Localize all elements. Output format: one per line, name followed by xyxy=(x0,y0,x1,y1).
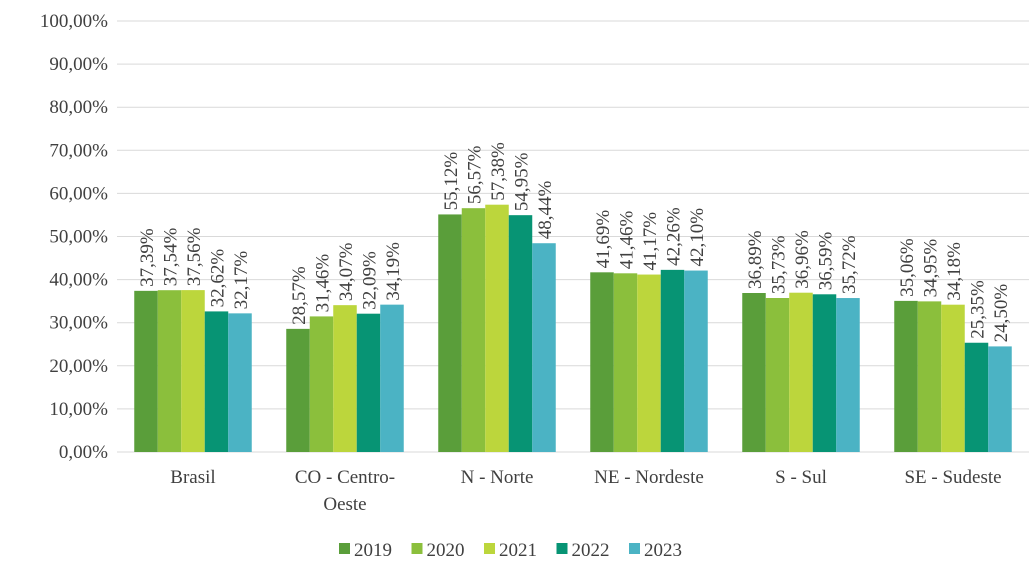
data-label: 28,57% xyxy=(289,266,310,325)
x-category-label: S - Sul xyxy=(775,467,827,488)
y-tick-label: 70,00% xyxy=(49,140,108,161)
legend-label: 2023 xyxy=(644,540,682,561)
bar xyxy=(532,243,556,452)
x-category-label: N - Norte xyxy=(461,467,534,488)
y-tick-label: 20,00% xyxy=(49,356,108,377)
x-category-label: Oeste xyxy=(323,494,366,515)
data-label: 35,73% xyxy=(769,235,790,294)
data-label: 37,54% xyxy=(161,227,182,286)
bar xyxy=(917,301,942,452)
legend-swatch xyxy=(629,543,640,554)
data-label: 35,06% xyxy=(897,238,918,297)
data-label: 56,57% xyxy=(465,145,486,204)
bar xyxy=(485,204,509,452)
data-label: 24,50% xyxy=(991,284,1012,343)
bar xyxy=(204,311,229,452)
x-category-label: NE - Nordeste xyxy=(594,467,704,488)
data-label: 25,35% xyxy=(968,280,989,339)
legend: 2019 2020 2021 2022 2023 xyxy=(339,540,682,561)
bar xyxy=(742,293,766,452)
data-label: 37,56% xyxy=(184,227,205,286)
bar xyxy=(941,304,965,452)
bar xyxy=(590,272,614,452)
data-label: 42,10% xyxy=(687,208,708,267)
gridlines xyxy=(117,20,1029,453)
bar xyxy=(988,346,1012,452)
bar xyxy=(356,313,381,452)
y-tick-label: 100,00% xyxy=(40,11,108,32)
data-label: 31,46% xyxy=(313,254,334,313)
x-category-label: Brasil xyxy=(170,467,215,488)
legend-swatch xyxy=(484,543,495,554)
bar xyxy=(789,292,813,452)
data-label: 34,95% xyxy=(921,239,942,298)
bar xyxy=(684,270,708,452)
y-tick-label: 90,00% xyxy=(49,54,108,75)
bar xyxy=(438,214,462,452)
bar xyxy=(836,298,860,452)
data-label: 41,69% xyxy=(593,210,614,269)
bar xyxy=(637,274,661,452)
data-label: 34,18% xyxy=(944,242,965,301)
bar xyxy=(894,300,918,452)
data-label: 36,89% xyxy=(745,230,766,289)
data-label: 41,46% xyxy=(617,211,638,270)
legend-label: 2019 xyxy=(354,540,392,561)
y-tick-label: 40,00% xyxy=(49,270,108,291)
bar xyxy=(286,328,310,452)
bar xyxy=(812,294,837,452)
x-axis-category-labels: Brasil CO - Centro- Oeste N - Norte NE - Nor… xyxy=(170,467,1001,515)
data-label: 37,39% xyxy=(137,228,158,287)
bar xyxy=(380,304,404,452)
y-axis-tick-labels: 0,00% 10,00% 20,00% 30,00% 40,00% 50,00% 60,00… xyxy=(40,11,108,463)
x-category-label: SE - Sudeste xyxy=(904,467,1001,488)
data-label: 55,12% xyxy=(441,152,462,211)
bar xyxy=(157,290,182,452)
data-labels: 37,39% 37,54% 37,56% 32,62% 32,17% 28,57% 31,4… xyxy=(137,142,1012,342)
data-label: 32,62% xyxy=(208,249,229,308)
y-tick-label: 0,00% xyxy=(59,442,108,463)
bars xyxy=(134,204,1012,452)
bar xyxy=(134,290,158,452)
bar xyxy=(660,269,685,452)
legend-label: 2020 xyxy=(427,540,465,561)
legend-swatch xyxy=(556,543,568,554)
data-label: 32,17% xyxy=(231,251,252,310)
data-label: 48,44% xyxy=(535,180,556,239)
bar xyxy=(765,298,790,452)
bar xyxy=(333,305,357,452)
data-label: 34,19% xyxy=(383,242,404,301)
data-label: 42,26% xyxy=(664,207,685,266)
y-tick-label: 80,00% xyxy=(49,97,108,118)
bar xyxy=(461,208,486,452)
data-label: 36,59% xyxy=(816,232,837,291)
y-tick-label: 50,00% xyxy=(49,227,108,248)
legend-swatch xyxy=(339,543,350,554)
legend-label: 2022 xyxy=(572,540,610,561)
bar xyxy=(508,215,533,452)
legend-label: 2021 xyxy=(499,540,537,561)
data-label: 34,07% xyxy=(336,242,357,301)
legend-swatch xyxy=(411,543,423,554)
data-label: 32,09% xyxy=(360,251,381,310)
bar xyxy=(228,313,252,452)
y-tick-label: 60,00% xyxy=(49,183,108,204)
data-label: 41,17% xyxy=(640,212,661,271)
y-tick-label: 10,00% xyxy=(49,399,108,420)
bar xyxy=(181,290,205,452)
data-label: 54,95% xyxy=(512,152,533,211)
bar xyxy=(309,316,334,452)
y-tick-label: 30,00% xyxy=(49,313,108,334)
x-category-label: CO - Centro- xyxy=(295,467,395,488)
data-label: 36,96% xyxy=(792,230,813,289)
bar xyxy=(613,273,638,452)
bar xyxy=(964,342,989,452)
data-label: 35,72% xyxy=(839,235,860,294)
data-label: 57,38% xyxy=(488,142,509,201)
